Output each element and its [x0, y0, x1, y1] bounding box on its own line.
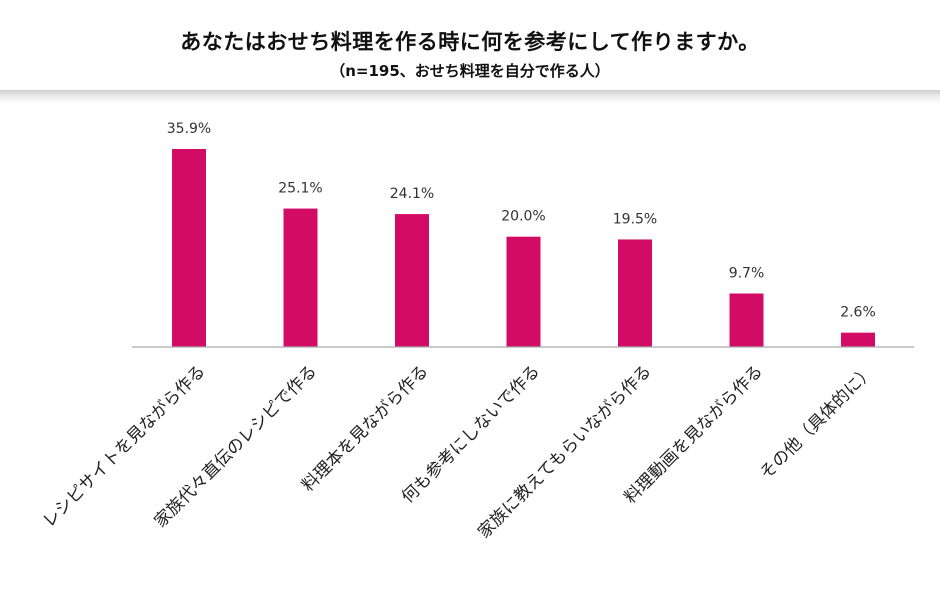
category-label-3: 料理本を見ながら作る — [298, 361, 432, 495]
value-label-5: 19.5% — [613, 211, 657, 227]
value-label-6: 9.7% — [729, 266, 765, 282]
bar-4 — [506, 236, 541, 347]
chart-title: あなたはおせち料理を作る時に何を参考にして作りますか。 — [180, 30, 760, 54]
value-labels-group: 35.9% 25.1% 24.1% 20.0% 19.5% 9.7% 2.6% — [167, 121, 876, 321]
bar-7 — [841, 332, 875, 347]
bar-3 — [395, 214, 429, 347]
value-label-1: 35.9% — [167, 121, 211, 137]
value-label-2: 25.1% — [278, 181, 322, 197]
category-label-7: その他（具体的に） — [756, 361, 878, 483]
bar-6 — [729, 293, 764, 347]
value-label-3: 24.1% — [390, 186, 434, 202]
category-labels-group: レシピサイトを見ながら作る家族代々直伝のレシピで作る料理本を見ながら作る何も参考… — [39, 361, 878, 542]
chart-subtitle: （n=195、おせち料理を自分で作る人） — [330, 62, 610, 80]
header-divider — [0, 90, 940, 104]
value-label-7: 2.6% — [840, 305, 876, 321]
bar-5 — [618, 239, 652, 347]
bar-2 — [283, 208, 318, 347]
bars-group — [172, 149, 875, 347]
bar-1 — [172, 149, 206, 347]
value-label-4: 20.0% — [501, 209, 545, 225]
